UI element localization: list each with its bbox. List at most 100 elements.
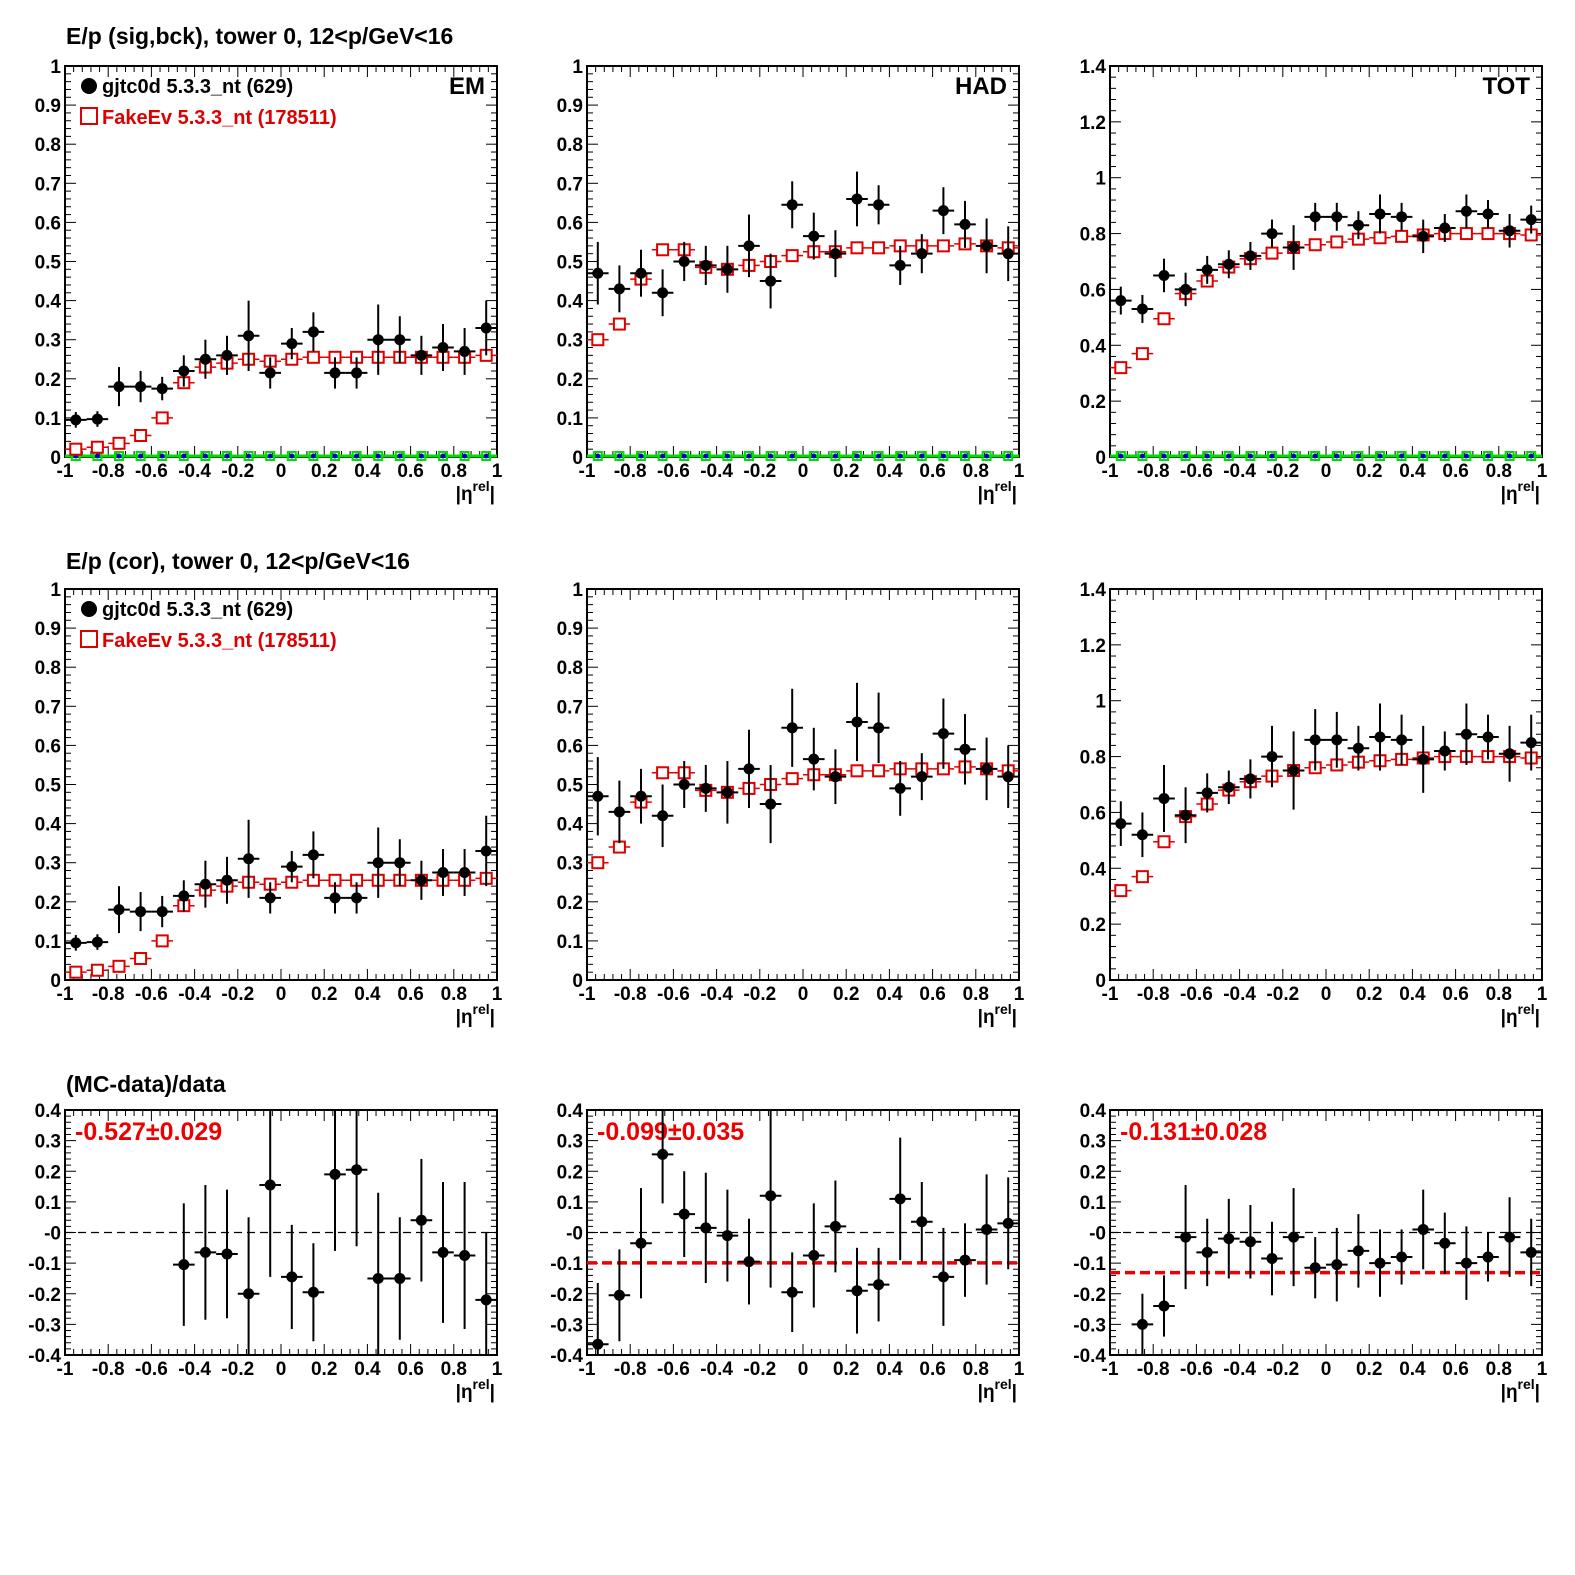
data-marker	[700, 782, 712, 794]
y-tick-label: 0.1	[35, 932, 62, 953]
zero-marker-blue	[1291, 453, 1297, 459]
data-marker	[394, 334, 406, 346]
x-tick-label: 0.8	[441, 984, 467, 1005]
zero-marker-blue	[1334, 453, 1340, 459]
data-marker	[243, 1288, 255, 1300]
zero-marker-green	[330, 451, 340, 461]
data-marker	[678, 256, 690, 267]
y-tick-label: -0.2	[1073, 1285, 1106, 1306]
x-tick-label: 0.6	[397, 984, 423, 1005]
legend-data-label: gjtc0d 5.3.3_nt (629)	[102, 599, 293, 621]
data-marker	[1158, 1300, 1170, 1312]
x-tick-label: 0.8	[1486, 984, 1512, 1005]
x-tick-label: 1	[1537, 461, 1548, 482]
row-1-title: E/p (sig,bck), tower 0, 12<p/GeV<16	[66, 23, 453, 49]
zero-marker-green	[1461, 451, 1472, 461]
y-tick-label: 0.5	[557, 253, 584, 274]
x-tick-label: -0.8	[1137, 461, 1170, 482]
zero-marker-blue	[1183, 453, 1189, 459]
legend-mc-marker	[80, 630, 98, 648]
x-tick-label: 0	[1321, 461, 1332, 482]
data-marker	[657, 810, 669, 822]
y-tick-label: 0.2	[1080, 392, 1106, 413]
x-axis-title-main: |η	[978, 484, 995, 505]
y-tick-label: 1	[572, 57, 583, 78]
zero-marker-blue	[638, 453, 644, 459]
zero-marker-blue	[897, 453, 903, 459]
zero-marker-green	[178, 451, 189, 461]
row-2-title: E/p (cor), tower 0, 12<p/GeV<16	[66, 548, 410, 574]
data-marker	[372, 1272, 384, 1284]
zero-marker-blue	[462, 453, 468, 459]
legend-data-marker	[81, 601, 97, 617]
data-marker	[765, 798, 777, 810]
zero-marker-blue	[1485, 453, 1491, 459]
data-marker	[329, 1168, 341, 1180]
data-marker	[1482, 731, 1494, 743]
x-axis-title: |ηrel|	[456, 1376, 495, 1403]
zero-marker-green	[286, 451, 297, 461]
y-tick-label: 0.2	[35, 1162, 61, 1183]
data-marker	[1309, 734, 1321, 746]
zero-marker-blue	[595, 453, 601, 459]
panel-r3c3: -1 -0.8 -0.6 -0.4 -0.2 0 0.2 0.4 0.6 0.8 1|ηrel|-0…	[1073, 1101, 1547, 1403]
data-marker	[415, 1214, 427, 1226]
data-marker	[480, 1294, 492, 1306]
zero-marker-blue	[354, 453, 360, 459]
row-3-title: (MC-data)/data	[66, 1071, 226, 1097]
x-tick-label: -0.2	[221, 1359, 254, 1380]
plots-group: -1 -0.8 -0.6 -0.4 -0.2 0 0.2 0.4 0.6 0.8 1|ηrel|00…	[28, 57, 1547, 1403]
mc-marker	[112, 959, 126, 973]
zero-marker-green	[1003, 451, 1014, 461]
y-tick-label: 0.6	[35, 736, 61, 757]
y-tick-label: 0.1	[557, 932, 584, 953]
x-tick-label: -0.2	[221, 461, 254, 482]
data-marker	[1482, 1251, 1494, 1263]
data-marker	[1439, 1237, 1451, 1249]
data-marker	[415, 874, 427, 886]
data-marker	[1374, 1257, 1386, 1269]
y-tick-label: 0.6	[1080, 803, 1106, 824]
zero-marker-blue	[768, 453, 774, 459]
zero-marker-green	[852, 451, 862, 461]
x-tick-label: 0.2	[833, 984, 859, 1005]
mc-marker	[1114, 361, 1128, 375]
y-tick-label: 0.9	[557, 619, 583, 640]
panel-r1c3: -1 -0.8 -0.6 -0.4 -0.2 0 0.2 0.4 0.6 0.8 1|ηrel|00…	[1080, 57, 1548, 505]
data-marker	[1352, 219, 1364, 231]
y-tick-label: 0.5	[557, 776, 584, 797]
zero-marker-green	[744, 451, 754, 461]
zero-marker-green	[200, 451, 211, 461]
x-tick-label: 0.2	[833, 1359, 859, 1380]
zero-marker-green	[1159, 451, 1169, 461]
y-tick-label: 0.3	[35, 1132, 61, 1153]
y-tick-label: 0.6	[557, 213, 583, 234]
x-tick-label: -1	[579, 461, 596, 482]
y-tick-label: 0.3	[557, 331, 583, 352]
zero-marker-blue	[1463, 453, 1469, 459]
y-tick-label: 0.6	[557, 736, 583, 757]
zero-marker-green	[1439, 451, 1450, 461]
mc-marker	[612, 317, 626, 331]
zero-marker-green	[700, 451, 711, 461]
x-tick-label: 0.2	[1356, 1359, 1382, 1380]
y-tick-label: -0.1	[1073, 1254, 1106, 1275]
zero-marker-green	[1245, 451, 1256, 461]
x-tick-label: -0.4	[700, 461, 733, 482]
y-tick-label: 0.2	[35, 370, 61, 391]
data-marker	[1223, 1233, 1235, 1245]
zero-marker-blue	[116, 453, 122, 459]
x-tick-label: 1	[1014, 461, 1025, 482]
x-tick-label: 0	[276, 461, 287, 482]
y-tick-label: 0.2	[557, 893, 583, 914]
data-marker	[592, 1338, 604, 1350]
data-marker	[657, 287, 669, 299]
data-marker	[394, 857, 406, 869]
data-marker	[1158, 269, 1170, 281]
zero-marker-green	[114, 451, 124, 461]
zero-marker-blue	[876, 453, 882, 459]
legend-mc-label: FakeEv 5.3.3_nt (178511)	[102, 107, 337, 129]
mc-marker	[155, 411, 169, 425]
x-axis-title-end: |	[1535, 484, 1540, 505]
